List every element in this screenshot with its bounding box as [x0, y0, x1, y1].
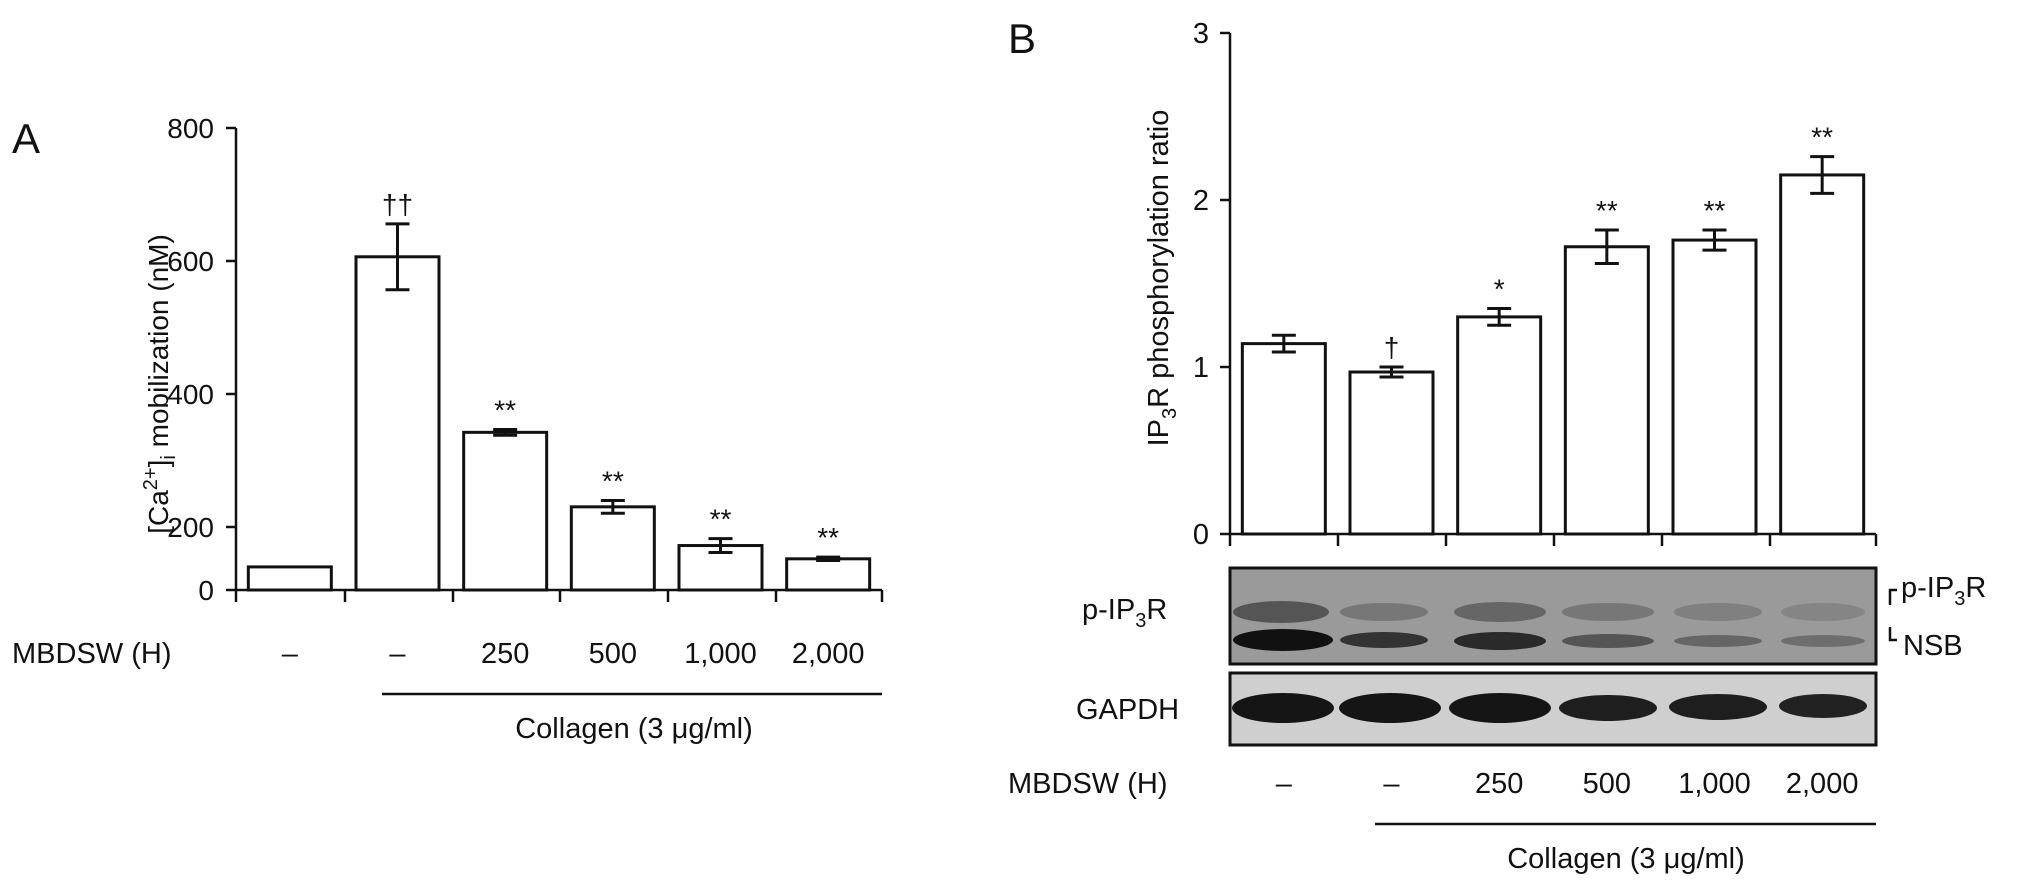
bar: [246, 565, 333, 592]
bar: [1671, 238, 1758, 536]
western-blot: p-IP3R GAPDH: [1076, 566, 1986, 747]
panel-b-group-label: Collagen (3 μg/ml): [1507, 843, 1745, 875]
panel-b-bars: †*** ****: [1240, 122, 1866, 536]
panel-a-x-axis: [234, 588, 884, 602]
error-bar: [1702, 228, 1727, 252]
blot-gapdh-image: [1228, 671, 1878, 747]
bar: [462, 430, 549, 592]
bar: [785, 557, 872, 592]
bar: [1348, 370, 1435, 536]
bar: [354, 255, 441, 592]
error-bar: [1271, 333, 1296, 354]
panel-b-ylabel: IP3R phosphorylation ratio: [1143, 110, 1181, 447]
panel-a-bars: †† ** ** ** **: [246, 189, 872, 592]
x-category-label: 2,000: [1786, 768, 1859, 800]
panel-b-y-axis: 0 1 2 3: [1193, 18, 1232, 551]
x-category-label: 500: [589, 638, 637, 670]
x-category-label: 2,000: [792, 638, 865, 670]
significance-label: **: [602, 465, 624, 496]
panel-b-category-labels: – – 250 500 1,000 2,000: [1276, 768, 1859, 800]
significance-label: **: [1596, 195, 1618, 226]
panel-a-ylabel: [Ca2+]i mobilization (nM): [140, 234, 180, 534]
error-bar: [1594, 228, 1619, 265]
x-category-label: 1,000: [1678, 768, 1751, 800]
error-bar: [708, 537, 733, 554]
error-bar: [1379, 365, 1404, 379]
significance-label: **: [494, 394, 516, 425]
bar: [1456, 315, 1543, 536]
x-category-label: 500: [1583, 768, 1631, 800]
bar: [1779, 173, 1866, 536]
y-tick-label: 600: [167, 246, 214, 277]
panel-a-group-label: Collagen (3 μg/ml): [515, 713, 753, 745]
panel-a-category-labels: – – 250 500 1,000 2,000: [282, 638, 865, 670]
x-category-label: –: [389, 638, 406, 670]
y-tick-label: 200: [167, 512, 214, 543]
y-tick-label: 1: [1193, 352, 1209, 384]
significance-label: **: [1811, 122, 1833, 153]
bracket-lower: [1888, 627, 1897, 642]
x-category-label: 1,000: [684, 638, 757, 670]
panel-a: A [Ca2+]i mobilization (nM) 0 200 400 60…: [12, 113, 884, 745]
blot-row2-label: GAPDH: [1076, 694, 1179, 726]
panel-b-letter: B: [1008, 15, 1036, 62]
error-bar: [385, 222, 410, 292]
panel-b-treatment-label: MBDSW (H): [1008, 768, 1167, 800]
y-tick-label: 2: [1193, 185, 1209, 217]
blot-pip3r-image: [1228, 566, 1878, 666]
bar: [1240, 342, 1327, 536]
x-category-label: –: [282, 638, 299, 670]
x-category-label: 250: [1475, 768, 1523, 800]
panel-b: B IP3R phosphorylation ratio 0 1 2 3 †**…: [1008, 15, 1986, 875]
y-tick-label: 400: [167, 379, 214, 410]
panel-a-letter: A: [12, 115, 40, 162]
significance-label: *: [1494, 274, 1505, 305]
x-category-label: –: [1276, 768, 1293, 800]
panel-a-treatment-label: MBDSW (H): [12, 638, 171, 670]
panel-b-x-axis: [1228, 532, 1878, 546]
error-bar: [493, 427, 518, 437]
error-bar: [600, 498, 625, 515]
y-tick-label: 0: [198, 575, 214, 606]
panel-a-y-axis: 0 200 400 600 800: [167, 113, 238, 606]
band-lower-label: NSB: [1903, 630, 1963, 662]
x-category-label: 250: [481, 638, 529, 670]
error-bar: [1487, 307, 1512, 327]
significance-label: †: [1384, 332, 1400, 363]
significance-label: ††: [382, 189, 413, 220]
y-tick-label: 0: [1193, 519, 1209, 551]
bracket-upper: [1888, 588, 1897, 605]
band-upper-label: p-IP3R: [1901, 572, 1986, 610]
bar: [1563, 245, 1650, 536]
y-tick-label: 3: [1193, 18, 1209, 50]
bar: [569, 505, 656, 592]
x-category-label: –: [1383, 768, 1400, 800]
significance-label: **: [817, 522, 839, 553]
significance-label: **: [1704, 195, 1726, 226]
blot-row1-label: p-IP3R: [1082, 594, 1167, 632]
error-bar: [816, 555, 841, 563]
significance-label: **: [710, 504, 732, 535]
y-tick-label: 800: [167, 113, 214, 144]
error-bar: [1810, 155, 1835, 195]
